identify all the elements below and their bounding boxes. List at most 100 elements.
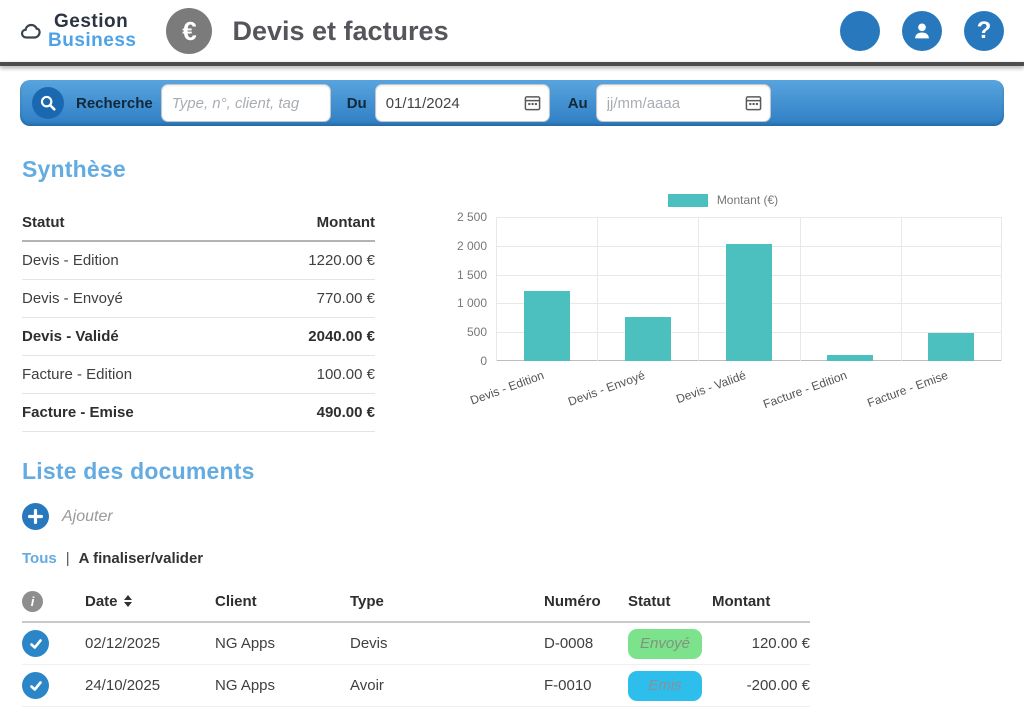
cell-montant: 120.00 € <box>751 635 810 652</box>
summary-montant: 770.00 € <box>316 290 375 307</box>
x-tick: Devis - Envoyé <box>565 368 647 409</box>
documents-table: i Date Client Type Numéro Statut Montant… <box>22 581 810 712</box>
column-date-label: Date <box>85 592 118 610</box>
cell-type: Avoir <box>350 677 384 694</box>
filter-tous[interactable]: Tous <box>22 550 57 567</box>
summary-statut: Devis - Validé <box>22 328 119 345</box>
summary-header-row: Statut Montant <box>22 205 375 242</box>
synthese-title: Synthèse <box>22 156 126 182</box>
x-tick: Facture - Edition <box>761 368 849 412</box>
check-icon[interactable] <box>22 630 49 657</box>
sort-icon <box>123 595 132 607</box>
cell-client: NG Apps <box>215 677 276 694</box>
search-section: Recherche Du Au <box>0 66 1024 136</box>
date-to-input[interactable] <box>595 84 771 122</box>
y-tick: 1 000 <box>456 296 487 311</box>
search-label: Recherche <box>76 94 153 112</box>
x-tick: Devis - Validé <box>674 368 748 407</box>
status-badge: Envoyé <box>628 628 702 659</box>
summary-montant: 1220.00 € <box>308 252 375 269</box>
chart-bar <box>523 290 570 361</box>
summary-montant: 490.00 € <box>316 404 375 421</box>
cell-numero: F-0010 <box>544 677 592 694</box>
search-icon <box>39 94 57 112</box>
main-content: Synthèse Statut Montant Devis - Edition … <box>0 156 1024 712</box>
y-tick: 500 <box>466 325 487 340</box>
chart-bar <box>827 355 874 361</box>
column-client: Client <box>215 592 257 610</box>
summary-col-statut: Statut <box>22 214 65 231</box>
search-bar: Recherche Du Au <box>20 80 1004 126</box>
cloud-icon <box>20 20 50 44</box>
montant-bar-chart: Montant (€) 2 500 2 000 1 500 1 000 500 … <box>444 193 1002 415</box>
cell-date: 24/10/2025 <box>85 677 161 694</box>
user-button[interactable] <box>902 11 942 51</box>
filter-separator: | <box>65 550 70 567</box>
calendar-icon[interactable] <box>524 95 541 112</box>
logo-line2: Business <box>48 30 137 51</box>
info-icon: i <box>22 590 43 612</box>
column-date-sort[interactable]: Date <box>85 593 215 610</box>
add-document-label: Ajouter <box>62 507 113 525</box>
date-from-label: Du <box>346 94 367 112</box>
header-actions: ? <box>0 0 1004 51</box>
y-tick: 2 500 <box>456 210 487 224</box>
filter-a-finaliser[interactable]: A finaliser/valider <box>78 550 204 567</box>
column-numero: Numéro <box>544 592 601 610</box>
summary-row: Devis - Validé 2040.00 € <box>22 318 375 356</box>
user-icon <box>911 20 933 42</box>
cell-type: Devis <box>350 635 388 652</box>
documents-title: Liste des documents <box>22 458 255 484</box>
search-button[interactable] <box>32 87 64 119</box>
cell-numero: D-0008 <box>544 635 594 652</box>
y-tick: 1 500 <box>456 267 487 282</box>
logo-line1: Gestion <box>54 11 129 32</box>
synthese-section: Statut Montant Devis - Edition 1220.00 €… <box>22 187 1002 432</box>
status-summary-table: Statut Montant Devis - Edition 1220.00 €… <box>22 205 375 432</box>
question-icon: ? <box>976 17 992 44</box>
summary-col-montant: Montant <box>316 214 375 231</box>
summary-statut: Devis - Edition <box>22 252 119 269</box>
date-from-input[interactable] <box>374 84 550 122</box>
table-row[interactable]: 02/12/2025 NG Apps Devis D-0008 Envoyé 1… <box>22 623 810 665</box>
column-montant: Montant <box>712 592 771 610</box>
status-badge: Emis <box>628 670 702 701</box>
app-logo[interactable]: Gestion Business <box>20 12 136 50</box>
menu-button[interactable] <box>0 0 880 51</box>
chart-x-axis: Devis - Edition Devis - Envoyé Devis - V… <box>468 361 1002 415</box>
euro-icon: € <box>166 8 213 54</box>
chart-legend: Montant (€) <box>444 193 1002 207</box>
page-title: Devis et factures <box>232 15 449 46</box>
summary-statut: Devis - Envoyé <box>22 290 123 307</box>
legend-label: Montant (€) <box>716 193 779 207</box>
chart-y-axis: 2 500 2 000 1 500 1 000 500 0 <box>444 210 496 368</box>
documents-header-row: i Date Client Type Numéro Statut Montant <box>22 581 810 623</box>
cell-client: NG Apps <box>215 635 276 652</box>
cell-montant: -200.00 € <box>746 677 810 694</box>
help-button[interactable]: ? <box>964 11 1004 51</box>
legend-swatch <box>667 193 708 207</box>
chart-bar <box>726 243 772 361</box>
column-statut: Statut <box>628 592 671 610</box>
date-to-label: Au <box>567 94 588 112</box>
summary-row: Facture - Edition 100.00 € <box>22 356 375 394</box>
summary-montant: 2040.00 € <box>308 328 375 345</box>
y-tick: 0 <box>480 354 487 368</box>
summary-statut: Facture - Emise <box>22 404 134 421</box>
calendar-icon[interactable] <box>745 95 762 112</box>
column-type: Type <box>350 592 384 610</box>
summary-row: Facture - Emise 490.00 € <box>22 394 375 432</box>
add-document-button[interactable]: Ajouter <box>22 503 113 530</box>
document-filters: Tous | A finaliser/valider <box>22 550 1002 567</box>
app-header: Gestion Business € Devis et factures ? <box>0 0 1024 62</box>
x-tick: Facture - Emise <box>865 368 951 411</box>
summary-statut: Facture - Edition <box>22 366 133 383</box>
summary-montant: 100.00 € <box>316 366 375 383</box>
y-tick: 2 000 <box>456 238 487 253</box>
chart-bar <box>928 332 975 361</box>
table-row[interactable]: 24/10/2025 NG Apps Avoir F-0010 Emis -20… <box>22 665 810 707</box>
search-input[interactable] <box>160 84 331 122</box>
plus-icon <box>22 503 49 530</box>
check-icon[interactable] <box>22 672 49 699</box>
